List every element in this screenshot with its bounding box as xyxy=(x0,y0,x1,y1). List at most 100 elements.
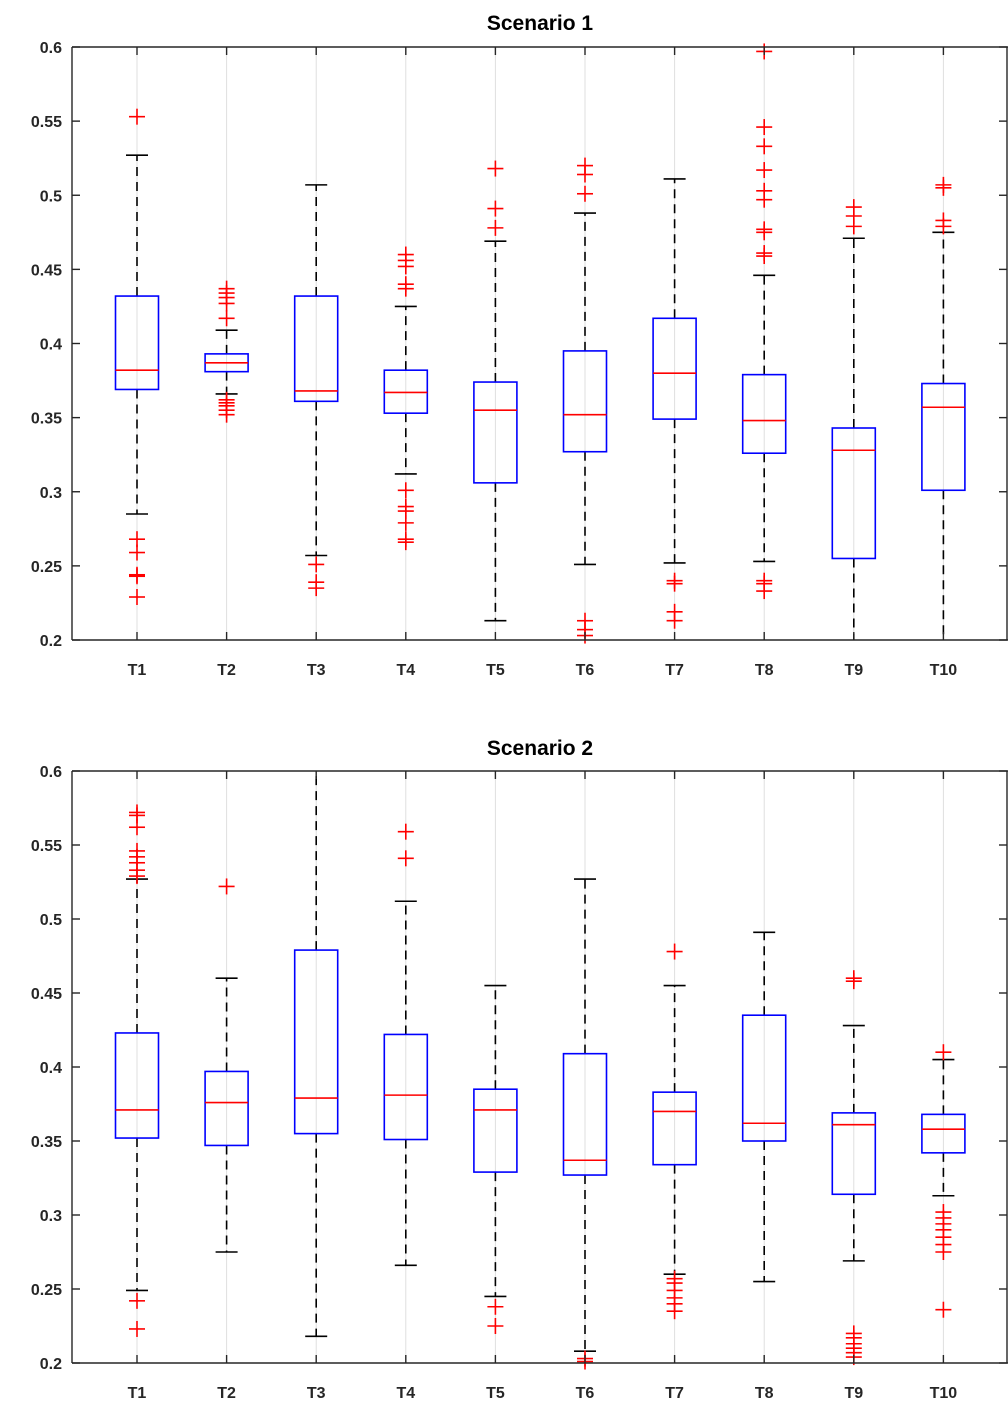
outlier-point xyxy=(666,943,683,960)
box-T9 xyxy=(831,199,877,640)
x-tick-label: T9 xyxy=(844,662,863,679)
outlier-point xyxy=(756,248,773,265)
outlier-point xyxy=(129,819,145,836)
outlier-point xyxy=(577,185,593,202)
iqr-box xyxy=(921,382,966,492)
outlier-point xyxy=(845,218,862,235)
outlier-point xyxy=(756,162,773,179)
y-tick-label: 0.5 xyxy=(40,188,62,205)
x-tick-label: T7 xyxy=(665,1385,684,1402)
outlier-point xyxy=(666,1303,683,1320)
outlier-point xyxy=(935,1301,952,1318)
x-tick-label: T4 xyxy=(396,1385,415,1402)
y-tick-label: 0.6 xyxy=(40,764,62,781)
outlier-point xyxy=(397,534,414,551)
box-T8 xyxy=(741,43,787,600)
outlier-point xyxy=(487,200,504,217)
x-tick-label: T9 xyxy=(844,1385,863,1402)
outlier-point xyxy=(756,138,773,155)
box-T7 xyxy=(652,178,697,629)
outlier-point xyxy=(129,108,145,125)
y-tick-label: 0.5 xyxy=(40,912,62,929)
outlier-point xyxy=(756,583,773,600)
box-T2 xyxy=(204,878,249,1253)
y-tick-label: 0.25 xyxy=(31,559,62,576)
outlier-point xyxy=(397,280,414,297)
outlier-point xyxy=(218,295,235,312)
outlier-point xyxy=(756,224,773,241)
y-tick-label: 0.4 xyxy=(40,1060,62,1077)
outlier-point xyxy=(666,612,683,629)
box-T1 xyxy=(114,804,160,1337)
y-tick-label: 0.45 xyxy=(31,986,62,1003)
outlier-point xyxy=(129,1320,145,1337)
box-T4 xyxy=(383,823,429,1267)
iqr-box xyxy=(293,949,339,1135)
x-tick-label: T5 xyxy=(486,662,505,679)
x-tick-label: T4 xyxy=(396,662,415,679)
y-tick-label: 0.6 xyxy=(40,40,62,57)
iqr-box xyxy=(921,1113,966,1154)
outlier-point xyxy=(308,580,325,597)
outlier-point xyxy=(129,531,145,548)
iqr-box xyxy=(562,1052,608,1176)
outlier-point xyxy=(397,823,414,840)
outlier-point xyxy=(308,556,325,573)
y-tick-label: 0.25 xyxy=(31,1282,62,1299)
outlier-point xyxy=(218,310,235,327)
y-tick-label: 0.3 xyxy=(40,1208,62,1225)
iqr-box xyxy=(831,1112,877,1196)
outlier-point xyxy=(756,119,773,136)
outlier-point xyxy=(487,1318,504,1334)
iqr-box xyxy=(473,1088,518,1173)
box-T8 xyxy=(741,931,787,1283)
outlier-point xyxy=(129,544,145,561)
x-tick-label: T10 xyxy=(930,1385,958,1402)
chart-title: Scenario 1 xyxy=(487,12,594,35)
outlier-point xyxy=(129,568,145,585)
box-T1 xyxy=(114,108,160,606)
y-tick-label: 0.2 xyxy=(40,1356,62,1373)
x-tick-label: T8 xyxy=(755,662,774,679)
outlier-point xyxy=(577,166,593,183)
x-tick-label: T7 xyxy=(665,662,684,679)
x-tick-label: T3 xyxy=(307,662,326,679)
box-T10 xyxy=(921,176,966,640)
outlier-point xyxy=(397,514,414,531)
iqr-box xyxy=(204,1070,249,1147)
outlier-point xyxy=(129,1292,145,1309)
outlier-point xyxy=(845,973,862,990)
y-tick-label: 0.45 xyxy=(31,262,62,279)
x-tick-label: T6 xyxy=(576,1385,595,1402)
outlier-point xyxy=(397,850,414,867)
box-T5 xyxy=(473,160,518,622)
outlier-point xyxy=(935,218,952,235)
y-tick-label: 0.55 xyxy=(31,838,62,855)
x-tick-label: T5 xyxy=(486,1385,505,1402)
x-tick-label: T3 xyxy=(307,1385,326,1402)
iqr-box xyxy=(652,317,697,420)
box-T7 xyxy=(652,943,697,1320)
panel-scenario-2: Scenario 2 0.2 0.25 0.3 0.35 0.4 0.45 0.5 0.55 0.… xyxy=(31,737,1008,1402)
outlier-point xyxy=(129,868,145,885)
iqr-box xyxy=(652,1091,697,1166)
y-tick-label: 0.3 xyxy=(40,485,62,502)
box-T5 xyxy=(473,984,518,1334)
iqr-box xyxy=(473,381,518,484)
chart-title: Scenario 2 xyxy=(487,737,593,760)
outlier-point xyxy=(487,219,504,236)
iqr-box xyxy=(831,427,877,560)
x-tick-label: T10 xyxy=(930,662,958,679)
y-tick-label: 0.35 xyxy=(31,411,62,428)
box-T4 xyxy=(383,246,429,551)
outlier-point xyxy=(218,406,235,423)
outlier-point xyxy=(666,575,683,592)
iqr-box xyxy=(741,373,787,455)
x-tick-label: T1 xyxy=(128,662,147,679)
y-tick-label: 0.35 xyxy=(31,1134,62,1151)
y-tick-label: 0.2 xyxy=(40,633,62,650)
outlier-point xyxy=(129,589,145,606)
outlier-point xyxy=(935,1044,952,1061)
